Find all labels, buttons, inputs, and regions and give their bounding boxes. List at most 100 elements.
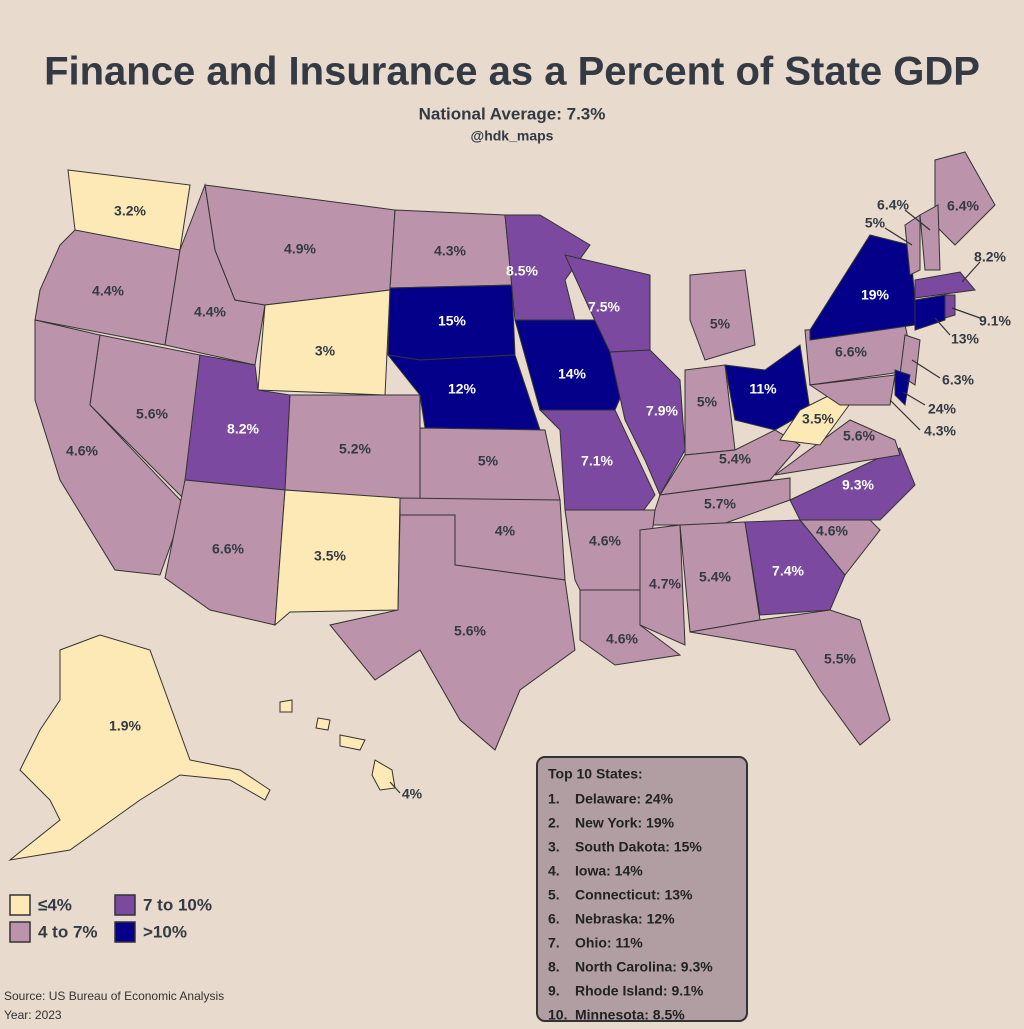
state-label: 4%	[495, 523, 516, 539]
state	[689, 269, 756, 361]
state-label: 4.7%	[649, 576, 681, 592]
state-label: 5.6%	[136, 406, 168, 422]
state-label: 6.4%	[877, 197, 909, 213]
callout	[911, 359, 941, 379]
state	[899, 334, 921, 386]
legend-label: >10%	[143, 922, 187, 941]
state	[329, 514, 576, 751]
top10-rank: 1.	[548, 791, 560, 807]
state	[315, 717, 331, 731]
top10-item: North Carolina: 9.3%	[575, 959, 713, 975]
state-label: 5.6%	[843, 428, 875, 444]
state	[609, 349, 686, 497]
state-label: 6.4%	[947, 198, 979, 214]
top10-item: Ohio: 11%	[575, 935, 643, 951]
state-label: 19%	[861, 287, 890, 303]
state-label: 6.3%	[942, 372, 974, 388]
state-label: 1.9%	[109, 718, 141, 734]
state-label: 3%	[315, 343, 336, 359]
state	[894, 369, 911, 407]
state-label: 12%	[448, 381, 477, 397]
state-label: 6.6%	[212, 541, 244, 557]
state-label: 4.6%	[816, 523, 848, 539]
state	[164, 479, 286, 626]
state-label: 4.9%	[284, 241, 316, 257]
legend-swatch	[114, 921, 136, 943]
state-label: 4.6%	[589, 533, 621, 549]
top10-item: South Dakota: 15%	[575, 839, 702, 855]
legend-label: ≤4%	[38, 895, 72, 914]
source: Source: US Bureau of Economic Analysis	[4, 989, 224, 1003]
state-label: 4.6%	[606, 631, 638, 647]
callout	[884, 227, 913, 246]
state-label: 4.4%	[92, 283, 124, 299]
state	[274, 489, 401, 627]
state-label: 4.6%	[66, 443, 98, 459]
state-label: 7.1%	[581, 453, 613, 469]
state-label: 3.5%	[314, 548, 346, 564]
state-label: 5%	[478, 453, 499, 469]
top10-rank: 6.	[548, 911, 560, 927]
legend-swatch	[114, 894, 136, 916]
callout	[889, 399, 921, 431]
state-label: 5.4%	[699, 569, 731, 585]
state-label: 4.4%	[194, 304, 226, 320]
state-label: 5%	[710, 316, 731, 332]
state-label: 14%	[558, 366, 587, 382]
state-label: 7.9%	[646, 403, 678, 419]
top10-rank: 8.	[548, 959, 560, 975]
state-label: 5%	[697, 394, 718, 410]
state	[279, 699, 293, 713]
state-label: 5.4%	[719, 451, 751, 467]
state-label: 8.2%	[227, 421, 259, 437]
top10-rank: 2.	[548, 815, 560, 831]
state	[371, 759, 396, 791]
state-label: 5.2%	[339, 441, 371, 457]
top10-rank: 7.	[548, 935, 560, 951]
top10-rank: 10.	[548, 1007, 567, 1023]
callout	[934, 317, 951, 336]
state-label: 7.4%	[772, 563, 804, 579]
callout	[904, 209, 931, 231]
callout	[961, 261, 981, 283]
top10-rank: 5.	[548, 887, 560, 903]
year: Year: 2023	[4, 1008, 62, 1022]
state	[808, 374, 896, 406]
credit: @hdk_maps	[471, 128, 554, 144]
title: Finance and Insurance as a Percent of St…	[44, 50, 980, 94]
callout	[389, 781, 401, 794]
state-label: 7.5%	[588, 299, 620, 315]
state-label: 11%	[749, 381, 777, 397]
state-label: 24%	[928, 401, 957, 417]
top10-item: Connecticut: 13%	[575, 887, 693, 903]
state-label: 4.3%	[924, 423, 956, 439]
state-label: 4%	[402, 786, 423, 802]
top10-title: Top 10 States:	[548, 766, 643, 782]
states	[8, 151, 996, 861]
state-label: 4.3%	[434, 243, 466, 259]
state-label: 5%	[865, 215, 886, 231]
state	[8, 634, 271, 861]
state-label: 15%	[438, 313, 467, 329]
top10-item: Nebraska: 12%	[575, 911, 675, 927]
state	[339, 734, 366, 751]
state-label: 8.5%	[506, 263, 538, 279]
state	[919, 204, 941, 271]
state-label: 3.2%	[114, 203, 146, 219]
state-label: 6.6%	[835, 344, 867, 360]
state-label: 5.5%	[824, 651, 856, 667]
top10-item: New York: 19%	[575, 815, 675, 831]
top10-rank: 3.	[548, 839, 560, 855]
legend-swatch	[9, 921, 31, 943]
state	[944, 294, 956, 319]
state	[744, 519, 846, 616]
callout	[902, 391, 926, 406]
top10-box	[536, 756, 748, 1022]
legend-swatch	[9, 894, 31, 916]
legend-label: 4 to 7%	[38, 922, 98, 941]
state-label: 8.2%	[974, 249, 1006, 265]
state-label: 9.1%	[979, 313, 1011, 329]
state	[639, 524, 686, 646]
state	[914, 271, 976, 299]
